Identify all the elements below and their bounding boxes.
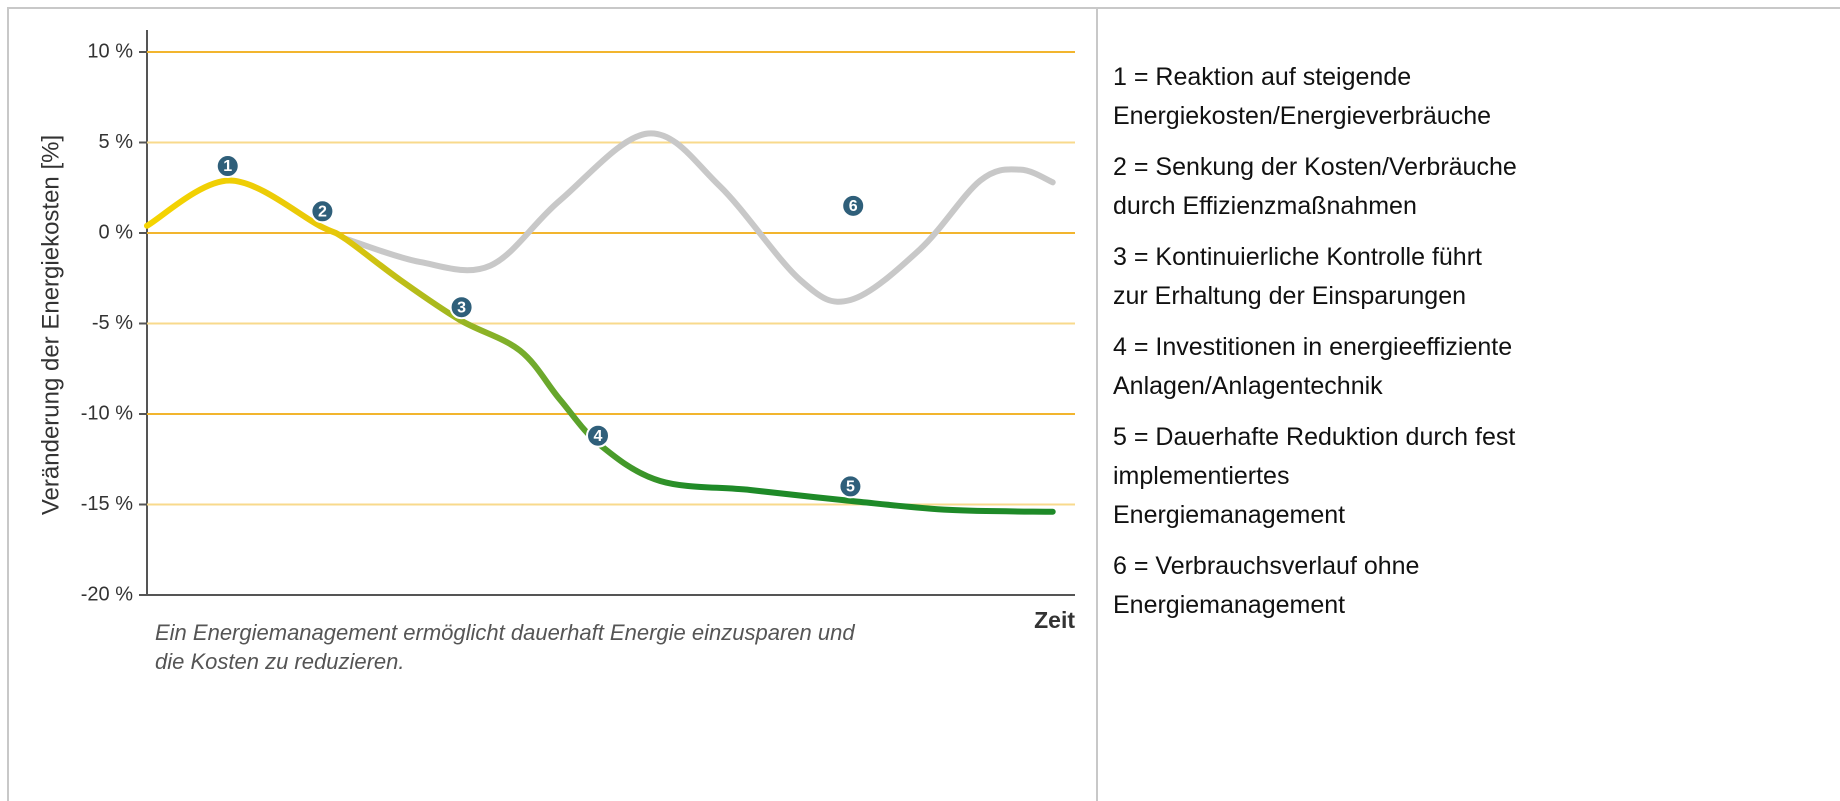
y-tick-label: -15 %	[81, 493, 133, 515]
y-axis-label: Veränderung der Energiekosten [%]	[37, 135, 64, 515]
legend-text: 4 = Investitionen in energieeffiziente	[1113, 333, 1513, 361]
legend-item: 1 = Reaktion auf steigende Energiekosten/…	[1113, 58, 1833, 136]
annotation-marker	[838, 474, 863, 499]
annotation-marker	[310, 199, 335, 224]
x-axis-label: Zeit	[1034, 607, 1075, 633]
legend-item: 5 = Dauerhafte Reduktion durch fest imple…	[1113, 418, 1833, 535]
legend-text: durch Effizienzmaßnahmen	[1113, 192, 1417, 220]
y-tick-label: 0 %	[99, 221, 134, 243]
legend-item: 3 = Kontinuierliche Kontrolle führt zur E…	[1113, 238, 1833, 316]
legend-text: zur Erhaltung der Einsparungen	[1113, 282, 1467, 310]
legend: 1 = Reaktion auf steigende Energiekosten/…	[1113, 58, 1833, 637]
y-tick-label: 5 %	[99, 131, 134, 153]
annotation-label: 1	[223, 158, 232, 175]
annotation-label: 2	[318, 203, 327, 220]
legend-text: Energiemanagement	[1113, 591, 1346, 619]
legend-text: Energiekosten/Energieverbräuche	[1113, 102, 1492, 130]
legend-text: 6 = Verbrauchsverlauf ohne	[1113, 552, 1420, 580]
legend-text: 2 = Senkung der Kosten/Verbräuche	[1113, 153, 1517, 181]
legend-text: Energiemanagement	[1113, 501, 1346, 529]
y-tick-label: -20 %	[81, 583, 133, 605]
legend-text: 1 = Reaktion auf steigende	[1113, 63, 1412, 91]
annotation-label: 4	[594, 428, 603, 445]
legend-text: implementiertes	[1113, 462, 1290, 490]
annotation-label: 3	[457, 299, 466, 316]
annotation-marker	[449, 295, 474, 320]
y-tick-label: -5 %	[92, 312, 133, 334]
y-tick-label: 10 %	[87, 40, 133, 62]
legend-text: 3 = Kontinuierliche Kontrolle führt	[1113, 243, 1482, 271]
left-panel	[7, 7, 1098, 801]
legend-item: 6 = Verbrauchsverlauf ohne Energiemanagem…	[1113, 547, 1833, 625]
line	[144, 177, 1056, 515]
legend-item: 4 = Investitionen in energieeffiziente An…	[1113, 328, 1833, 406]
annotation-label: 5	[846, 479, 855, 496]
annotation-marker	[841, 193, 866, 218]
y-tick-label: -10 %	[81, 402, 133, 424]
line	[341, 130, 1056, 305]
caption: die Kosten zu reduzieren.	[155, 649, 405, 674]
caption: Ein Energiemanagement ermöglicht dauerha…	[155, 620, 855, 645]
legend-text: Anlagen/Anlagentechnik	[1113, 372, 1383, 400]
legend-item: 2 = Senkung der Kosten/Verbräuche durch E…	[1113, 148, 1833, 226]
annotation-marker	[586, 423, 611, 448]
legend-text: 5 = Dauerhafte Reduktion durch fest	[1113, 423, 1516, 451]
annotation-marker	[215, 154, 240, 179]
annotation-label: 6	[849, 198, 858, 215]
